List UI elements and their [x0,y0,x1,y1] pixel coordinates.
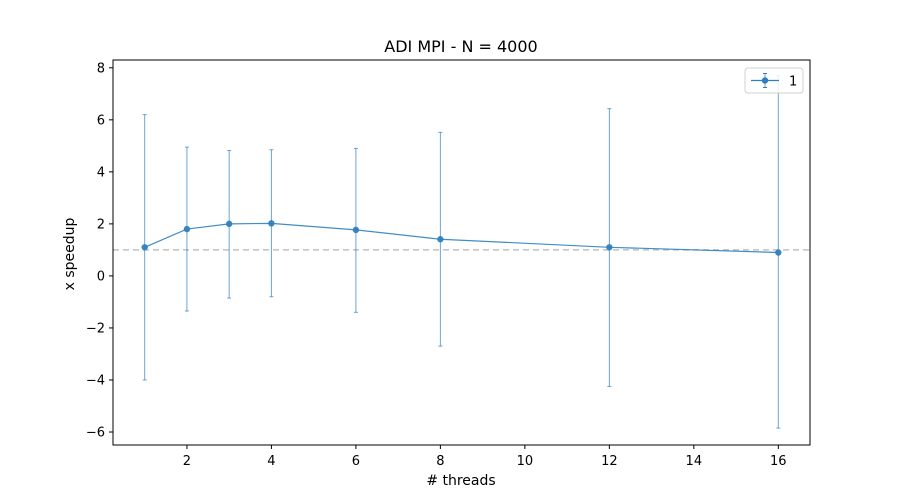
data-point-2 [183,225,191,233]
y-tick-label--4: −4 [86,373,105,388]
plot-frame [112,59,811,446]
y-tick-label--2: −2 [86,321,105,336]
plot-area: 2 4 6 8 10 12 14 16 −6 −4 −2 0 2 4 6 8 1 [86,59,811,469]
data-point-16 [775,249,782,256]
legend-marker [761,77,769,84]
y-tick-label-8: 8 [97,61,105,76]
x-tick-label-12: 12 [601,454,618,469]
x-tick-label-4: 4 [267,454,275,469]
y-axis-label: x speedup [62,217,78,290]
data-point-3 [225,220,233,228]
y-tick-label-4: 4 [97,165,105,180]
chart-title: ADI MPI - N = 4000 [384,37,537,56]
data-point-1 [141,244,148,251]
series-line-0 [144,222,779,254]
y-tick-label-0: 0 [97,269,105,284]
x-tick-label-6: 6 [352,454,360,469]
x-tick-label-14: 14 [686,454,703,469]
data-point-8 [437,236,444,243]
x-axis-label: # threads [426,473,495,489]
data-point-12 [606,244,613,251]
x-tick-label-10: 10 [517,454,534,469]
data-point-4 [268,220,275,227]
x-tick-label-2: 2 [183,454,191,469]
y-tick-label-2: 2 [97,217,105,232]
data-point-6 [352,226,360,234]
y-tick-label--6: −6 [86,425,105,440]
x-tick-label-8: 8 [436,454,444,469]
legend-label: 1 [789,75,797,90]
x-tick-label-16: 16 [770,454,787,469]
y-tick-label-6: 6 [97,113,105,128]
